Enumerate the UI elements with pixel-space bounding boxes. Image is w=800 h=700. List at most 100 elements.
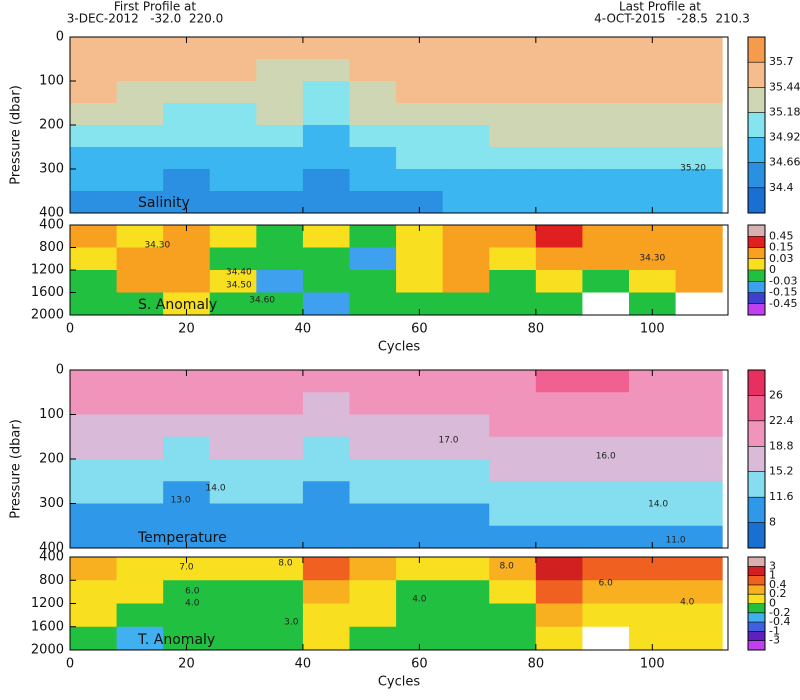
- colorbar-segment: [748, 258, 765, 271]
- cell: [256, 125, 304, 148]
- cell: [442, 191, 490, 214]
- cell: [116, 125, 164, 148]
- contour-label: 34.60: [249, 295, 275, 305]
- cell: [70, 147, 118, 170]
- cell: [396, 59, 444, 82]
- cell: [582, 459, 630, 482]
- cell: [349, 370, 397, 393]
- cell: [535, 147, 583, 170]
- colorbar-segment: [748, 370, 765, 396]
- cell: [163, 169, 211, 192]
- cell: [535, 525, 583, 549]
- cell: [209, 557, 257, 581]
- cell: [489, 503, 537, 527]
- cell: [489, 525, 537, 549]
- cell: [675, 81, 723, 104]
- cell: [163, 392, 211, 415]
- y-tick-label: 2000: [31, 308, 64, 323]
- cell: [489, 37, 537, 60]
- cell: [489, 392, 537, 415]
- cell: [256, 292, 304, 316]
- x-tick-label: 40: [295, 322, 312, 337]
- cell: [349, 392, 397, 415]
- cell: [349, 103, 397, 126]
- cell: [256, 247, 304, 271]
- cell: [70, 459, 118, 482]
- cell: [349, 525, 397, 549]
- cell: [396, 169, 444, 192]
- cell: [675, 503, 723, 527]
- cell: [163, 436, 211, 460]
- colorbar-segment: [748, 557, 765, 567]
- cell: [582, 37, 630, 60]
- cell: [675, 414, 723, 438]
- colorbar-label: -0.2: [769, 606, 790, 619]
- cell: [302, 525, 351, 549]
- colorbar-label: -0.15: [769, 286, 797, 299]
- cell: [535, 247, 583, 271]
- cell: [209, 436, 257, 460]
- cell: [209, 191, 257, 214]
- colorbar-segment: [748, 62, 765, 88]
- y-tick-label: 300: [39, 496, 64, 511]
- cell: [256, 191, 304, 214]
- cell: [396, 603, 444, 628]
- cell: [675, 147, 723, 170]
- cell: [442, 247, 490, 271]
- cell: [163, 59, 211, 82]
- cell: [256, 370, 304, 393]
- cell: [209, 59, 257, 82]
- contour-label: 3.0: [284, 617, 299, 627]
- colorbar-segment: [748, 247, 765, 260]
- cell: [396, 436, 444, 460]
- colorbar-segment: [748, 631, 765, 641]
- cell: [256, 481, 304, 504]
- contour-label: 34.40: [226, 267, 252, 277]
- cell: [396, 125, 444, 148]
- cell: [256, 626, 304, 651]
- cell: [349, 626, 397, 651]
- cell: [302, 626, 351, 651]
- colorbar-segment: [748, 471, 765, 498]
- cell: [629, 525, 677, 549]
- panel-label: Temperature: [137, 530, 227, 546]
- cell: [629, 481, 677, 504]
- cell: [256, 225, 304, 248]
- cell: [535, 626, 583, 651]
- cell: [396, 626, 444, 651]
- cell: [442, 392, 490, 415]
- cell: [70, 603, 118, 628]
- cell: [489, 459, 537, 482]
- y-tick-label: 400: [39, 206, 64, 221]
- cell: [396, 414, 444, 438]
- cell: [256, 81, 304, 104]
- cell: [535, 125, 583, 148]
- cell: [535, 414, 583, 438]
- colorbar-label: 3: [769, 559, 776, 572]
- cell: [675, 247, 723, 271]
- cell: [582, 103, 630, 126]
- colorbar-label: 18.8: [769, 439, 794, 452]
- cell: [256, 37, 304, 60]
- cell: [209, 481, 257, 504]
- cell: [582, 392, 630, 415]
- cell: [302, 59, 351, 82]
- y-tick-label: 800: [39, 573, 64, 588]
- cell: [163, 580, 211, 604]
- cell: [302, 459, 351, 482]
- cell: [163, 247, 211, 271]
- cell: [442, 292, 490, 316]
- cell: [349, 436, 397, 460]
- cell: [629, 370, 677, 393]
- cell: [116, 414, 164, 438]
- colorbar-segment: [748, 292, 765, 305]
- cell: [209, 580, 257, 604]
- contour-label: 6.0: [599, 578, 614, 588]
- cell: [349, 247, 397, 271]
- cell: [629, 459, 677, 482]
- cell: [675, 603, 723, 628]
- cell: [116, 481, 164, 504]
- panel-label: T. Anomaly: [137, 632, 215, 648]
- cell: [442, 225, 490, 248]
- y-tick-label: 1600: [31, 285, 64, 300]
